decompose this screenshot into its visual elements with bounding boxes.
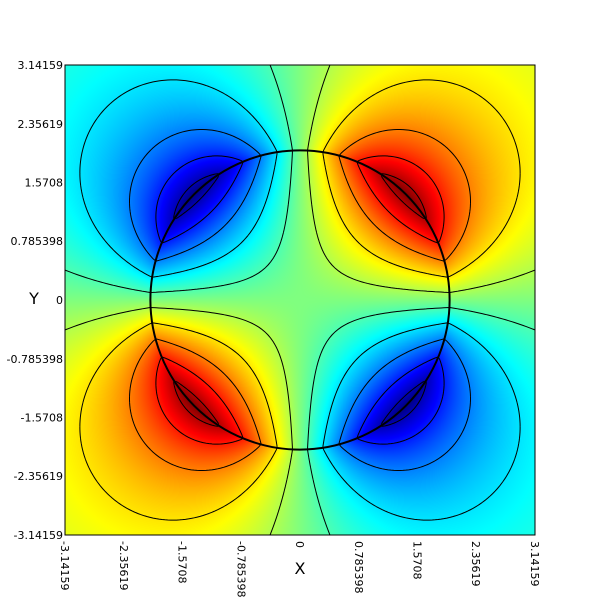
x-axis-label: X <box>295 559 306 578</box>
contour-line <box>173 173 427 427</box>
x-tick-label: 2.35619 <box>469 541 482 587</box>
x-tick-label: -3.14159 <box>58 541 71 590</box>
y-tick-label: -3.14159 <box>14 529 63 542</box>
x-tick-label: 0 <box>293 541 306 548</box>
contour-line <box>155 155 445 445</box>
x-tick-label: -2.35619 <box>117 541 130 590</box>
contour-line <box>129 129 471 471</box>
x-tick-label: 1.5708 <box>411 541 424 580</box>
contour-line <box>64 64 536 536</box>
contour-line <box>79 79 521 521</box>
x-tick-labels: -3.14159 -2.35619 -1.5708 -0.785398 0 0.78539… <box>58 541 541 597</box>
contour-lines <box>64 64 536 536</box>
contour-line <box>155 155 445 445</box>
x-tick-label: 0.785398 <box>352 541 365 594</box>
contour-line <box>79 79 521 521</box>
y-tick-label: 2.35619 <box>18 118 64 131</box>
y-tick-label: -2.35619 <box>14 470 63 483</box>
contour-line <box>129 129 471 471</box>
heatmap-image <box>65 65 535 535</box>
y-tick-label: 0 <box>56 294 63 307</box>
y-tick-label: 3.14159 <box>18 59 64 72</box>
y-tick-labels: 3.14159 2.35619 1.5708 0.785398 0 -0.785398 -1… <box>7 59 63 542</box>
y-axis-label: Y <box>28 289 39 308</box>
y-tick-label: -0.785398 <box>7 353 63 366</box>
plot-frame <box>64 64 536 536</box>
y-tick-label: -1.5708 <box>21 412 63 425</box>
boundary-circle <box>149 149 451 451</box>
contour-line <box>64 64 536 536</box>
y-tick-label: 1.5708 <box>25 176 64 189</box>
x-tick-label: -0.785398 <box>234 541 247 597</box>
x-tick-label: 3.14159 <box>528 541 541 587</box>
contour-line <box>173 173 427 427</box>
x-tick-label: -1.5708 <box>175 541 188 583</box>
y-tick-label: 0.785398 <box>11 235 64 248</box>
